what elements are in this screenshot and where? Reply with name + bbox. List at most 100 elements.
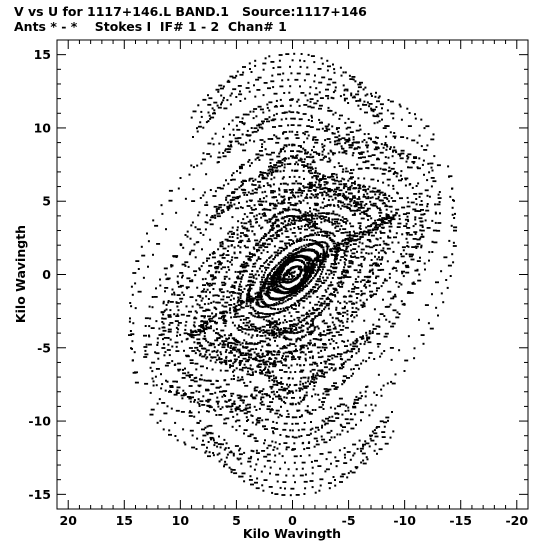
x-tick-labels: 20 15 10 5 0 -5 -10 -15 -20 (60, 513, 529, 528)
uv-point (335, 248, 338, 251)
uv-point (321, 302, 326, 305)
uv-point (446, 286, 449, 289)
uv-point (408, 166, 413, 169)
uv-point (228, 351, 233, 354)
uv-point (268, 319, 271, 322)
uv-point (311, 239, 314, 242)
uv-point (221, 304, 224, 307)
uv-point (395, 269, 398, 272)
uv-point (377, 115, 380, 118)
uv-point (251, 421, 254, 424)
uv-point (202, 439, 204, 442)
uv-point (196, 401, 199, 404)
uv-point (374, 255, 376, 258)
uv-point (250, 348, 255, 351)
uv-point (319, 188, 324, 190)
uv-point (131, 340, 134, 343)
uv-point (229, 411, 234, 413)
uv-point (300, 281, 303, 284)
uv-point (354, 205, 357, 208)
uv-point (255, 277, 258, 280)
uv-point (191, 221, 194, 224)
uv-point (214, 361, 217, 364)
uv-point (313, 242, 317, 245)
uv-point (437, 193, 440, 196)
uv-point (285, 321, 288, 323)
uv-point (263, 393, 268, 395)
uv-point (355, 314, 358, 317)
uv-point (414, 216, 417, 219)
uv-point (437, 314, 439, 317)
uv-point (326, 83, 331, 86)
uv-point (276, 384, 279, 386)
uv-point (343, 276, 348, 278)
uv-point (372, 272, 375, 275)
uv-point (236, 128, 241, 131)
uv-point (295, 304, 297, 307)
uv-point (347, 188, 352, 191)
uv-point (243, 412, 248, 415)
uv-point (385, 243, 390, 246)
uv-point (239, 270, 244, 273)
uv-point (223, 448, 226, 451)
uv-point (337, 313, 342, 315)
uv-point (217, 263, 222, 266)
uv-point (288, 189, 293, 191)
uv-point (245, 347, 248, 349)
uv-point (247, 191, 250, 194)
uv-point (239, 167, 243, 170)
uv-point (219, 390, 223, 393)
uv-point (129, 330, 132, 332)
uv-point (176, 275, 179, 278)
uv-point (282, 321, 285, 324)
uv-point (414, 210, 419, 212)
uv-point (340, 145, 343, 148)
uv-point (287, 350, 292, 353)
uv-point (269, 170, 272, 173)
uv-point (391, 241, 394, 244)
uv-point (274, 220, 277, 223)
uv-point (355, 100, 358, 102)
uv-point (369, 290, 374, 293)
uv-point (230, 291, 235, 293)
uv-point (319, 231, 322, 233)
uv-point (190, 391, 195, 394)
uv-point (400, 255, 405, 258)
uv-point (300, 182, 302, 185)
uv-point (387, 99, 390, 101)
uv-point (265, 360, 270, 363)
uv-point (360, 203, 363, 206)
uv-point (160, 333, 165, 336)
uv-point (346, 430, 349, 433)
uv-point (359, 108, 362, 111)
uv-point (288, 311, 291, 314)
uv-point (345, 302, 348, 305)
uv-point (148, 335, 151, 338)
uv-point (365, 141, 368, 144)
uv-point (372, 204, 377, 207)
uv-point (405, 232, 410, 234)
uv-point (422, 342, 425, 345)
uv-point (249, 374, 254, 376)
uv-point (282, 352, 285, 355)
uv-point (256, 419, 261, 422)
uv-point (376, 343, 381, 345)
uv-point (329, 342, 332, 345)
uv-point (248, 326, 250, 329)
uv-point (260, 216, 263, 219)
uv-point (250, 162, 253, 165)
uv-point (268, 172, 271, 175)
uv-point (285, 435, 290, 438)
uv-point (375, 146, 378, 149)
uv-point (369, 294, 374, 297)
uv-point (245, 133, 248, 136)
uv-point (271, 169, 274, 172)
uv-point (264, 190, 267, 193)
uv-point (279, 268, 284, 270)
uv-point (261, 355, 266, 358)
uv-point (294, 156, 297, 159)
uv-point (313, 385, 316, 387)
uv-point (344, 418, 349, 421)
uv-point (224, 149, 227, 152)
uv-point (345, 404, 348, 407)
